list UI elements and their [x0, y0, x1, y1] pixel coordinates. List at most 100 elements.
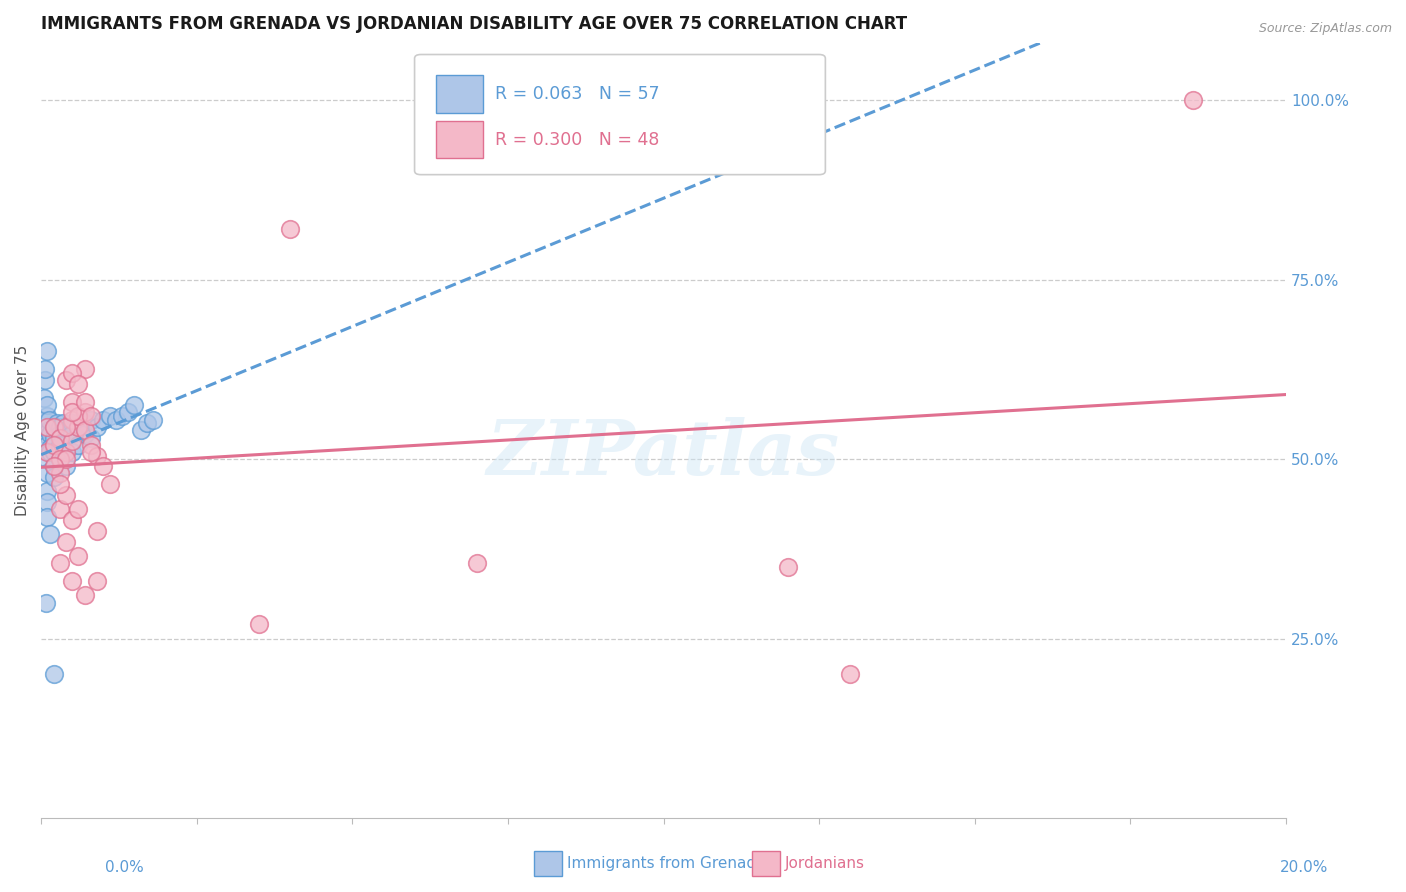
Point: [98, 477, 121, 491]
Point: [55, 445, 77, 459]
Point: [60, 434, 83, 449]
Point: [42, 445, 65, 459]
Point: [49, 438, 72, 452]
Point: [67, 419, 90, 434]
Point: [86, 449, 108, 463]
Point: [49, 431, 72, 445]
Point: [104, 412, 127, 426]
Point: [55, 452, 77, 467]
Point: [80, 409, 103, 423]
Point: [776, 559, 799, 574]
Point: [39, 427, 62, 442]
Point: [60, 405, 83, 419]
Point: [42, 419, 65, 434]
Point: [49, 467, 72, 481]
Y-axis label: Disability Age Over 75: Disability Age Over 75: [15, 345, 30, 516]
Point: [60, 513, 83, 527]
Point: [37, 419, 59, 434]
Point: [38, 412, 60, 426]
Point: [86, 524, 108, 538]
Point: [55, 534, 77, 549]
Point: [55, 431, 77, 445]
FancyBboxPatch shape: [415, 54, 825, 175]
Point: [111, 409, 134, 423]
Point: [55, 445, 77, 459]
Point: [129, 424, 152, 438]
Point: [37, 445, 59, 459]
Bar: [436, 121, 484, 159]
Point: [98, 409, 121, 423]
Point: [465, 556, 488, 570]
Point: [73, 424, 96, 438]
Point: [67, 376, 90, 391]
Point: [67, 419, 90, 434]
Point: [55, 419, 77, 434]
Point: [39, 445, 62, 459]
Point: [55, 488, 77, 502]
Point: [32, 391, 55, 405]
Point: [142, 412, 165, 426]
Bar: [436, 76, 484, 112]
Point: [37, 398, 59, 412]
Point: [37, 495, 59, 509]
Point: [67, 438, 90, 452]
Point: [37, 452, 59, 467]
Point: [39, 527, 62, 541]
Point: [37, 467, 59, 481]
Point: [73, 394, 96, 409]
Point: [80, 445, 103, 459]
Point: [37, 509, 59, 524]
Point: [49, 427, 72, 442]
Point: [42, 419, 65, 434]
Point: [80, 438, 103, 452]
Point: [49, 442, 72, 456]
Text: IMMIGRANTS FROM GRENADA VS JORDANIAN DISABILITY AGE OVER 75 CORRELATION CHART: IMMIGRANTS FROM GRENADA VS JORDANIAN DIS…: [41, 15, 907, 33]
Point: [39, 442, 62, 456]
Point: [42, 459, 65, 474]
Point: [247, 617, 270, 632]
Point: [73, 589, 96, 603]
Point: [37, 344, 59, 359]
Point: [49, 452, 72, 467]
Text: 0.0%: 0.0%: [105, 860, 145, 874]
Point: [117, 405, 139, 419]
Point: [93, 412, 115, 426]
Point: [37, 409, 59, 423]
Point: [42, 438, 65, 452]
Text: Source: ZipAtlas.com: Source: ZipAtlas.com: [1258, 22, 1392, 36]
Point: [60, 427, 83, 442]
Point: [38, 424, 60, 438]
Point: [34, 362, 56, 376]
Point: [839, 667, 862, 681]
Point: [60, 394, 83, 409]
Point: [80, 431, 103, 445]
Text: R = 0.300   N = 48: R = 0.300 N = 48: [495, 131, 659, 149]
Text: R = 0.063   N = 57: R = 0.063 N = 57: [495, 85, 659, 103]
Point: [45, 416, 67, 430]
Point: [55, 459, 77, 474]
Point: [278, 222, 301, 236]
Point: [60, 412, 83, 426]
Point: [60, 574, 83, 588]
Point: [73, 427, 96, 442]
Point: [35, 427, 58, 442]
Point: [1181, 93, 1204, 107]
Point: [67, 409, 90, 423]
Point: [67, 502, 90, 516]
Point: [80, 412, 103, 426]
Point: [73, 362, 96, 376]
Point: [42, 667, 65, 681]
Point: [86, 574, 108, 588]
Point: [55, 373, 77, 387]
Point: [49, 452, 72, 467]
Point: [32, 412, 55, 426]
Point: [86, 419, 108, 434]
Point: [60, 445, 83, 459]
Point: [73, 405, 96, 419]
Point: [42, 459, 65, 474]
Point: [37, 484, 59, 499]
Point: [42, 470, 65, 484]
Text: 20.0%: 20.0%: [1281, 860, 1329, 874]
Text: Jordanians: Jordanians: [785, 856, 865, 871]
Point: [49, 556, 72, 570]
